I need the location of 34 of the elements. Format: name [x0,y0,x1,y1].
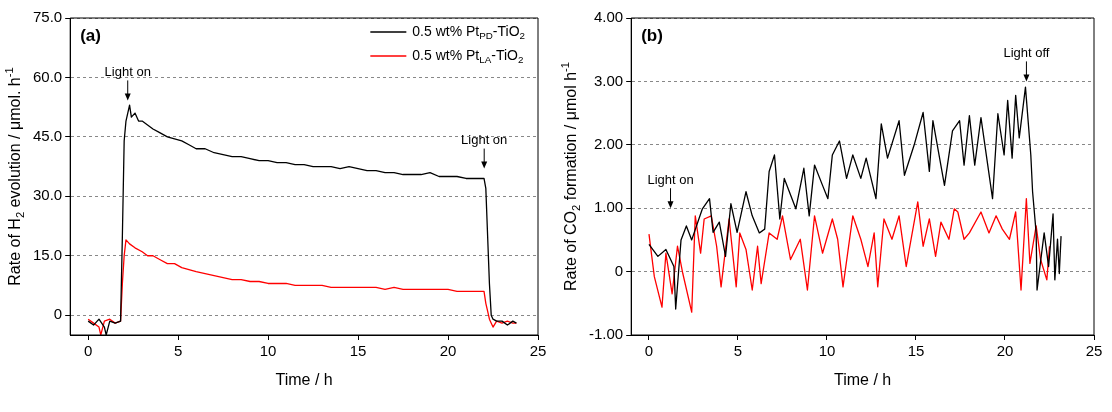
y-tick-label: 0 [53,305,63,323]
y-tick-label: 3.00 [593,71,624,89]
y-tick-label: 75.0 [32,8,63,26]
x-tick-label: 0 [84,342,93,360]
x-tick-label: 25 [1085,342,1103,360]
x-tick-label: 25 [529,342,547,360]
text: (b) [641,25,663,45]
x-tick-label: 20 [439,342,457,360]
y-tick-label: 15.0 [32,245,63,263]
annotation: Light on [461,132,508,148]
y-tick-label: 2.00 [593,134,624,152]
y-tick-label: -1.00 [588,325,624,343]
x-tick-label: 10 [818,342,836,360]
x-tick-label: 0 [644,342,654,360]
x-tick-label: 20 [996,342,1014,360]
x-tick-label: 5 [173,342,183,360]
y-tick-label: 4.00 [593,8,624,26]
y-tick-label: 0 [614,261,624,279]
annotation: Light on [104,64,151,79]
y-tick-label: 30.0 [32,186,63,204]
y-axis-title: Rate of H2 evolution / μmol. h-1 [3,67,26,286]
x-tick-label: 15 [907,342,925,360]
x-axis-title: Time / h [834,371,892,389]
y-tick-label: 60.0 [32,67,63,85]
annotation: Light off [1003,44,1050,60]
y-axis-title: Rate of CO2 formation / μmol h-1 [559,61,582,292]
annotation: Light on [647,171,694,187]
x-tick-label: 10 [259,342,277,360]
x-tick-label: 5 [733,342,743,360]
y-tick-label: 45.0 [32,127,63,145]
x-tick-label: 15 [349,342,367,360]
x-axis-title: Time / h [275,371,333,389]
y-tick-label: 1.00 [593,198,624,216]
text: (a) [80,25,101,45]
